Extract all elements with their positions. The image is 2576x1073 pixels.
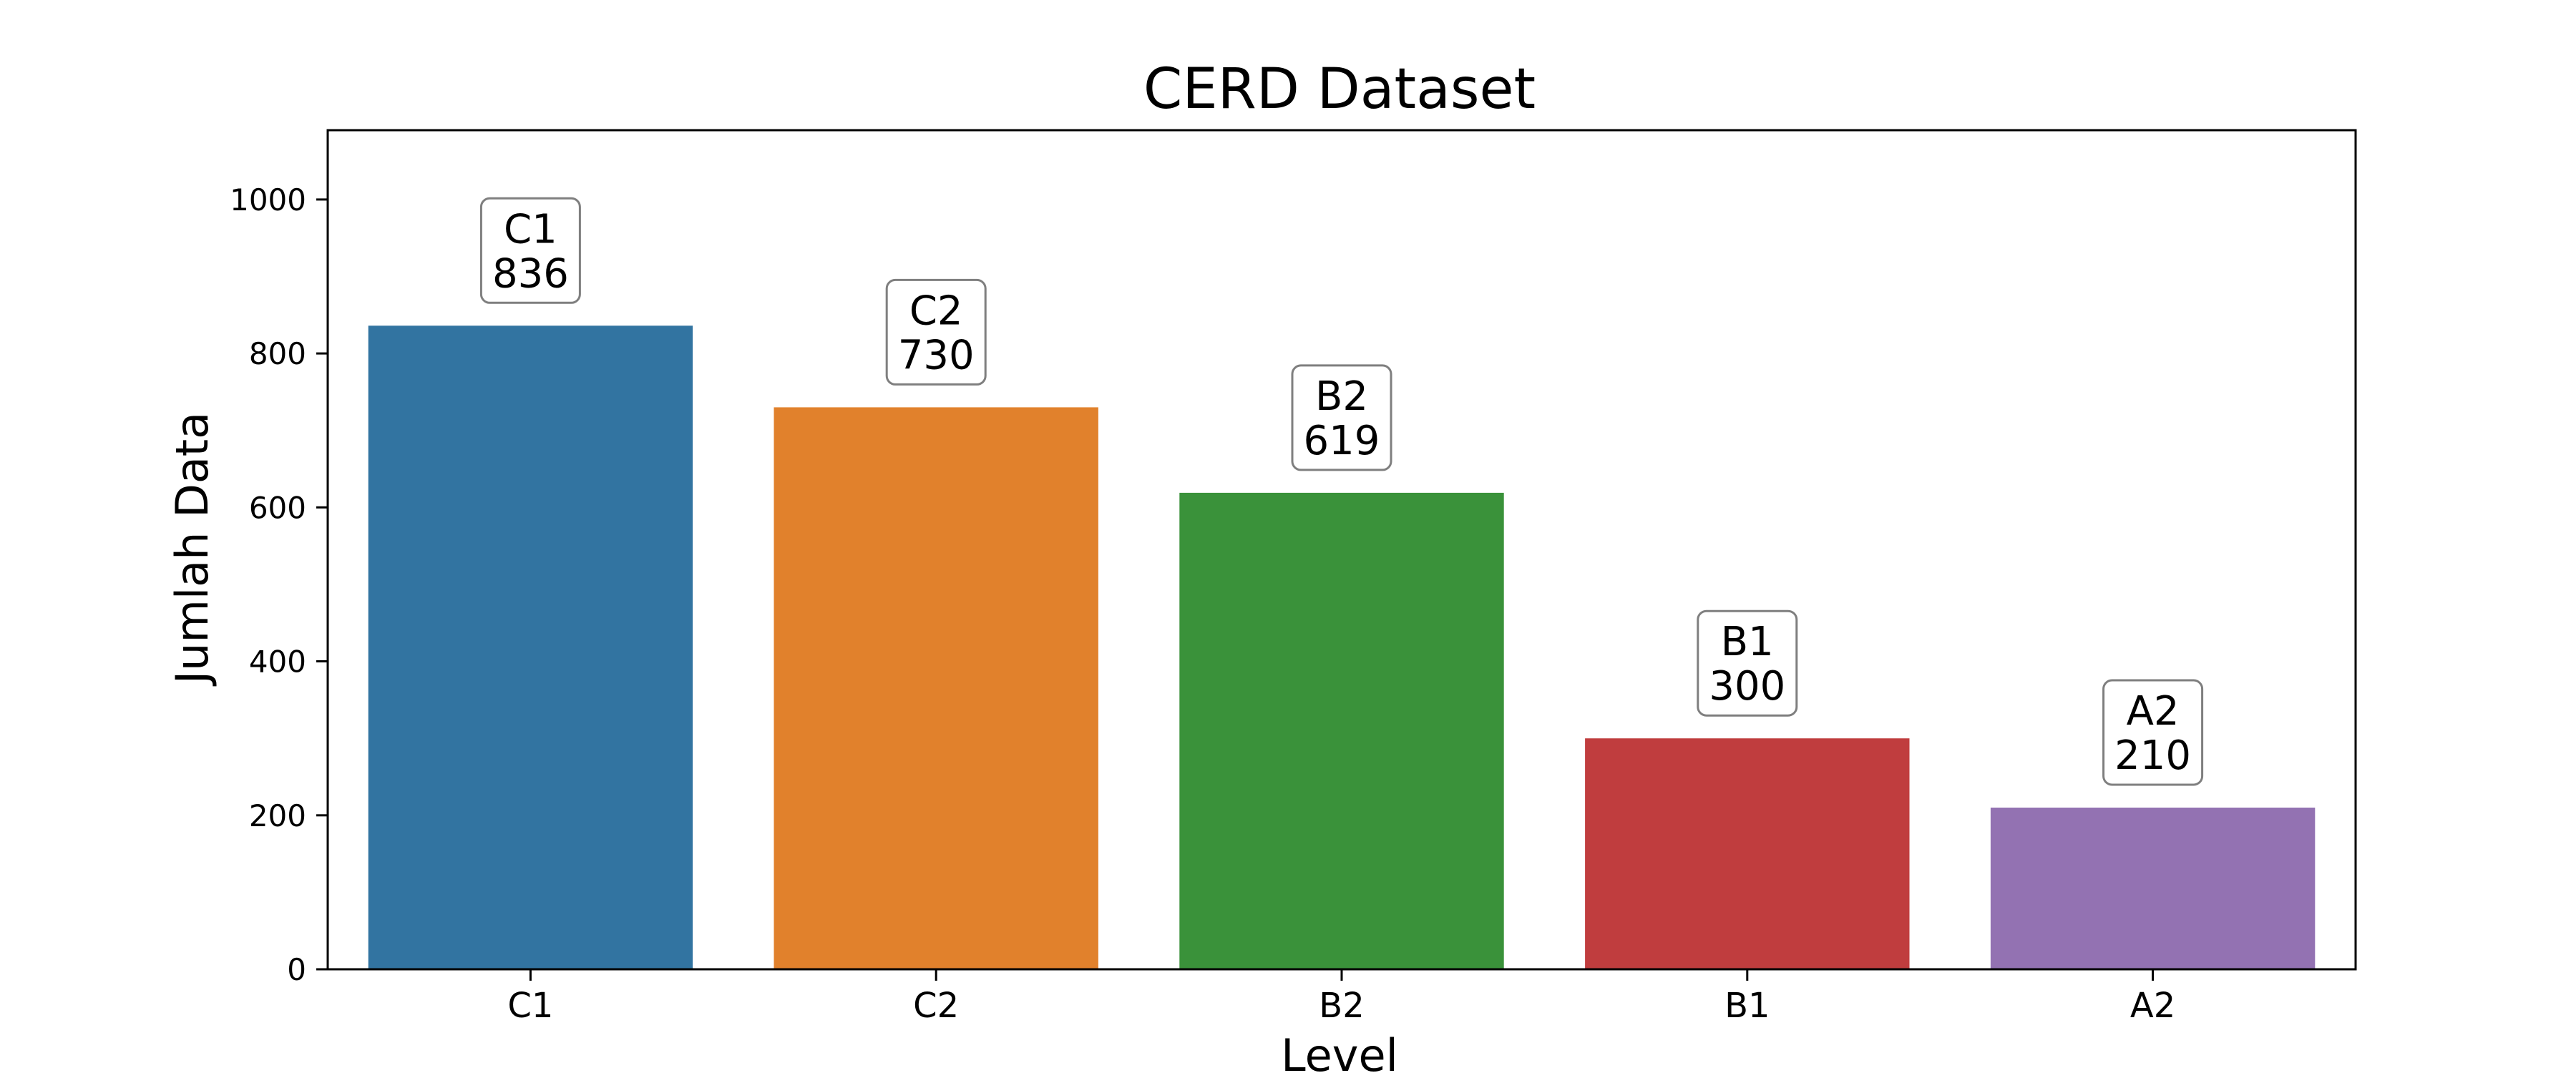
bar-a2 <box>1990 808 2316 969</box>
bar-label-value: 730 <box>898 332 975 378</box>
x-tick-label: C2 <box>913 986 959 1026</box>
bar-label-value: 210 <box>2114 733 2191 779</box>
bar-label-category: C2 <box>909 288 963 334</box>
chart-title: CERD Dataset <box>1143 57 1536 122</box>
x-tick-label: B1 <box>1724 986 1770 1026</box>
bar-label-value: 619 <box>1304 418 1380 464</box>
y-tick-label: 1000 <box>230 182 306 217</box>
bar-label-category: C1 <box>504 206 557 253</box>
bar-b2 <box>1179 492 1504 969</box>
bar-label-value: 300 <box>1709 663 1785 710</box>
bar-b1 <box>1585 738 1910 969</box>
x-tick-label: C1 <box>507 986 553 1026</box>
y-tick-label: 200 <box>249 798 306 833</box>
bar-label-box <box>1697 609 1798 717</box>
bar-label-box <box>479 197 581 304</box>
bar-label-box <box>885 278 987 386</box>
x-tick-label: B2 <box>1319 986 1364 1026</box>
y-axis-title: Jumlah Data <box>166 412 218 687</box>
x-axis-title: Level <box>1281 1029 1398 1073</box>
plot-area: C1836C2730B2619B1300A2210020040060080010… <box>230 129 2357 1026</box>
bar-label-box <box>1291 364 1392 471</box>
y-tick-label: 600 <box>249 490 306 525</box>
bar-label-category: B1 <box>1721 619 1774 665</box>
y-tick-label: 800 <box>249 336 306 371</box>
bar-c1 <box>368 325 693 969</box>
bar-label-value: 836 <box>492 250 569 297</box>
bar-c2 <box>774 407 1098 969</box>
y-tick-label: 0 <box>287 952 306 987</box>
bar-label-category: A2 <box>2127 688 2180 735</box>
bar-label-box <box>2102 679 2204 786</box>
x-tick-label: A2 <box>2130 986 2175 1026</box>
y-tick-label: 400 <box>249 645 306 680</box>
bar-label-category: B2 <box>1315 373 1368 420</box>
